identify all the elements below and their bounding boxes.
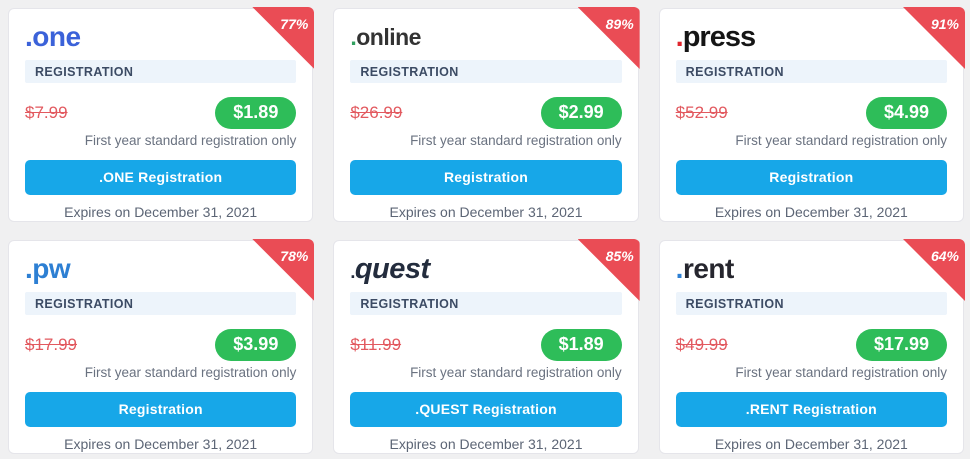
new-price-badge: $17.99 bbox=[855, 328, 947, 361]
registration-header: REGISTRATION bbox=[350, 60, 622, 83]
tld-logo: .pw bbox=[25, 251, 296, 287]
tld-logo-name: online bbox=[356, 24, 421, 50]
registration-button[interactable]: Registration bbox=[350, 160, 622, 195]
tld-logo-dot: . bbox=[675, 253, 684, 284]
price-row: $52.99 $4.99 bbox=[675, 96, 947, 129]
tld-logo-dot: . bbox=[25, 21, 33, 52]
tld-promo-card: 85% .quest REGISTRATION $11.99 $1.89 Fir… bbox=[333, 239, 640, 454]
tld-logo: .press bbox=[676, 19, 947, 55]
registration-header: REGISTRATION bbox=[675, 60, 947, 83]
tld-promo-card: 64% .rent REGISTRATION $49.99 $17.99 Fir… bbox=[658, 239, 965, 454]
discount-percent: 64% bbox=[930, 248, 959, 264]
tld-logo-name: one bbox=[32, 21, 81, 52]
old-price: $52.99 bbox=[675, 102, 728, 122]
price-row: $49.99 $17.99 bbox=[675, 328, 947, 361]
new-price-badge: $1.89 bbox=[540, 328, 622, 361]
tld-promo-card: 77% .one REGISTRATION $7.99 $1.89 First … bbox=[8, 7, 315, 222]
registration-note: First year standard registration only bbox=[735, 365, 947, 380]
registration-button[interactable]: .ONE Registration bbox=[25, 160, 297, 195]
old-price: $7.99 bbox=[25, 102, 68, 122]
old-price: $26.99 bbox=[350, 102, 403, 122]
new-price-badge: $4.99 bbox=[865, 96, 947, 129]
tld-logo: .online bbox=[350, 19, 621, 55]
tld-promo-card: 91% .press REGISTRATION $52.99 $4.99 Fir… bbox=[658, 7, 965, 222]
tld-logo: .one bbox=[25, 19, 296, 55]
new-price-badge: $3.99 bbox=[215, 328, 297, 361]
price-row: $11.99 $1.89 bbox=[350, 328, 622, 361]
old-price: $17.99 bbox=[25, 334, 77, 354]
registration-button[interactable]: Registration bbox=[25, 392, 297, 427]
new-price-badge: $2.99 bbox=[540, 96, 622, 129]
price-row: $26.99 $2.99 bbox=[350, 96, 622, 129]
tld-promo-card: 78% .pw REGISTRATION $17.99 $3.99 First … bbox=[8, 239, 315, 454]
expiry-text: Expires on December 31, 2021 bbox=[64, 436, 258, 452]
tld-promo-card: 89% .online REGISTRATION $26.99 $2.99 Fi… bbox=[333, 7, 640, 222]
expiry-text: Expires on December 31, 2021 bbox=[389, 436, 583, 452]
tld-logo-name: rent bbox=[682, 253, 734, 284]
registration-header: REGISTRATION bbox=[350, 292, 622, 315]
discount-percent: 77% bbox=[280, 16, 309, 32]
registration-note: First year standard registration only bbox=[735, 133, 947, 148]
registration-header: REGISTRATION bbox=[675, 292, 947, 315]
registration-header: REGISTRATION bbox=[25, 60, 297, 83]
discount-percent: 78% bbox=[280, 248, 309, 264]
registration-note: First year standard registration only bbox=[410, 133, 622, 148]
registration-note: First year standard registration only bbox=[84, 133, 297, 148]
registration-button[interactable]: .RENT Registration bbox=[675, 392, 947, 427]
old-price: $49.99 bbox=[675, 334, 728, 354]
expiry-text: Expires on December 31, 2021 bbox=[64, 204, 258, 220]
tld-logo-name: press bbox=[682, 21, 756, 53]
tld-logo-dot: . bbox=[350, 262, 355, 282]
tld-logo: .rent bbox=[676, 251, 947, 287]
registration-button[interactable]: .QUEST Registration bbox=[350, 392, 622, 427]
tld-logo: .quest bbox=[350, 251, 621, 287]
tld-logo-dot: . bbox=[350, 24, 357, 50]
tld-logo-dot: . bbox=[675, 21, 684, 53]
registration-note: First year standard registration only bbox=[410, 365, 622, 380]
discount-percent: 85% bbox=[605, 248, 634, 264]
discount-percent: 91% bbox=[930, 16, 959, 32]
discount-percent: 89% bbox=[605, 16, 634, 32]
registration-header: REGISTRATION bbox=[25, 292, 297, 315]
expiry-text: Expires on December 31, 2021 bbox=[714, 436, 908, 452]
registration-note: First year standard registration only bbox=[84, 365, 297, 380]
tld-logo-dot: . bbox=[25, 253, 33, 284]
tld-logo-name: quest bbox=[354, 253, 430, 285]
tld-logo-name: pw bbox=[32, 253, 71, 284]
expiry-text: Expires on December 31, 2021 bbox=[389, 204, 583, 220]
price-row: $17.99 $3.99 bbox=[25, 328, 297, 361]
new-price-badge: $1.89 bbox=[215, 96, 297, 129]
expiry-text: Expires on December 31, 2021 bbox=[714, 204, 908, 220]
old-price: $11.99 bbox=[350, 334, 402, 354]
registration-button[interactable]: Registration bbox=[675, 160, 947, 195]
price-row: $7.99 $1.89 bbox=[25, 96, 297, 129]
